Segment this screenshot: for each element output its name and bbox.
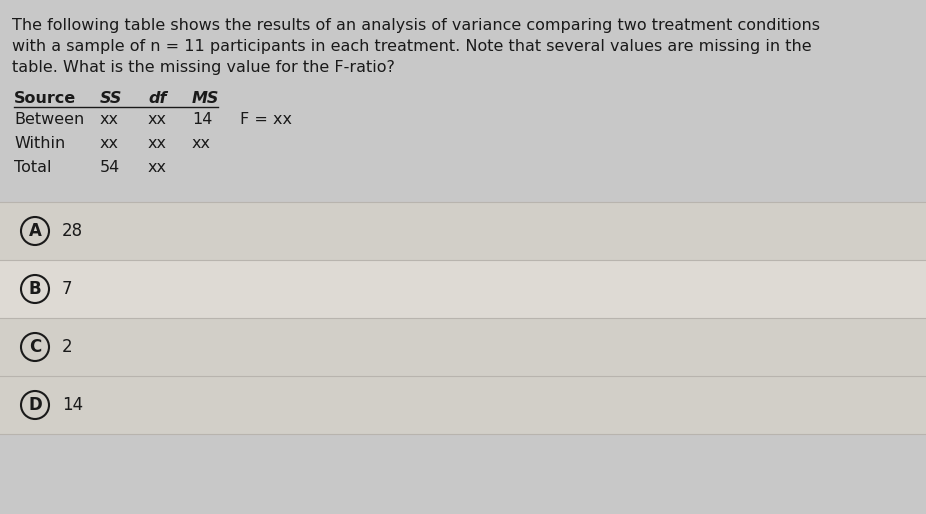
Bar [0, 202, 926, 260]
Text: Total: Total [14, 160, 52, 175]
Text: 14: 14 [62, 396, 83, 414]
Text: SS: SS [100, 91, 122, 106]
Text: xx: xx [148, 112, 167, 127]
Text: Between: Between [14, 112, 84, 127]
Text: xx: xx [148, 136, 167, 151]
Text: 28: 28 [62, 222, 83, 240]
Text: Within: Within [14, 136, 65, 151]
Text: The following table shows the results of an analysis of variance comparing two t: The following table shows the results of… [12, 18, 820, 33]
Text: xx: xx [100, 112, 119, 127]
Text: with a sample of n = 11 participants in each treatment. Note that several values: with a sample of n = 11 participants in … [12, 39, 811, 54]
Text: C: C [29, 338, 41, 356]
Text: D: D [28, 396, 42, 414]
Text: A: A [29, 222, 42, 240]
Text: MS: MS [192, 91, 219, 106]
Text: xx: xx [192, 136, 211, 151]
Text: B: B [29, 280, 42, 298]
Bar [0, 260, 926, 318]
Text: xx: xx [148, 160, 167, 175]
Text: 14: 14 [192, 112, 212, 127]
Text: table. What is the missing value for the F-ratio?: table. What is the missing value for the… [12, 60, 394, 75]
Text: 7: 7 [62, 280, 72, 298]
Bar [0, 376, 926, 434]
Text: 54: 54 [100, 160, 120, 175]
Text: F = xx: F = xx [240, 112, 292, 127]
Text: Source: Source [14, 91, 76, 106]
Bar [0, 318, 926, 376]
Text: df: df [148, 91, 167, 106]
Text: xx: xx [100, 136, 119, 151]
Text: 2: 2 [62, 338, 72, 356]
